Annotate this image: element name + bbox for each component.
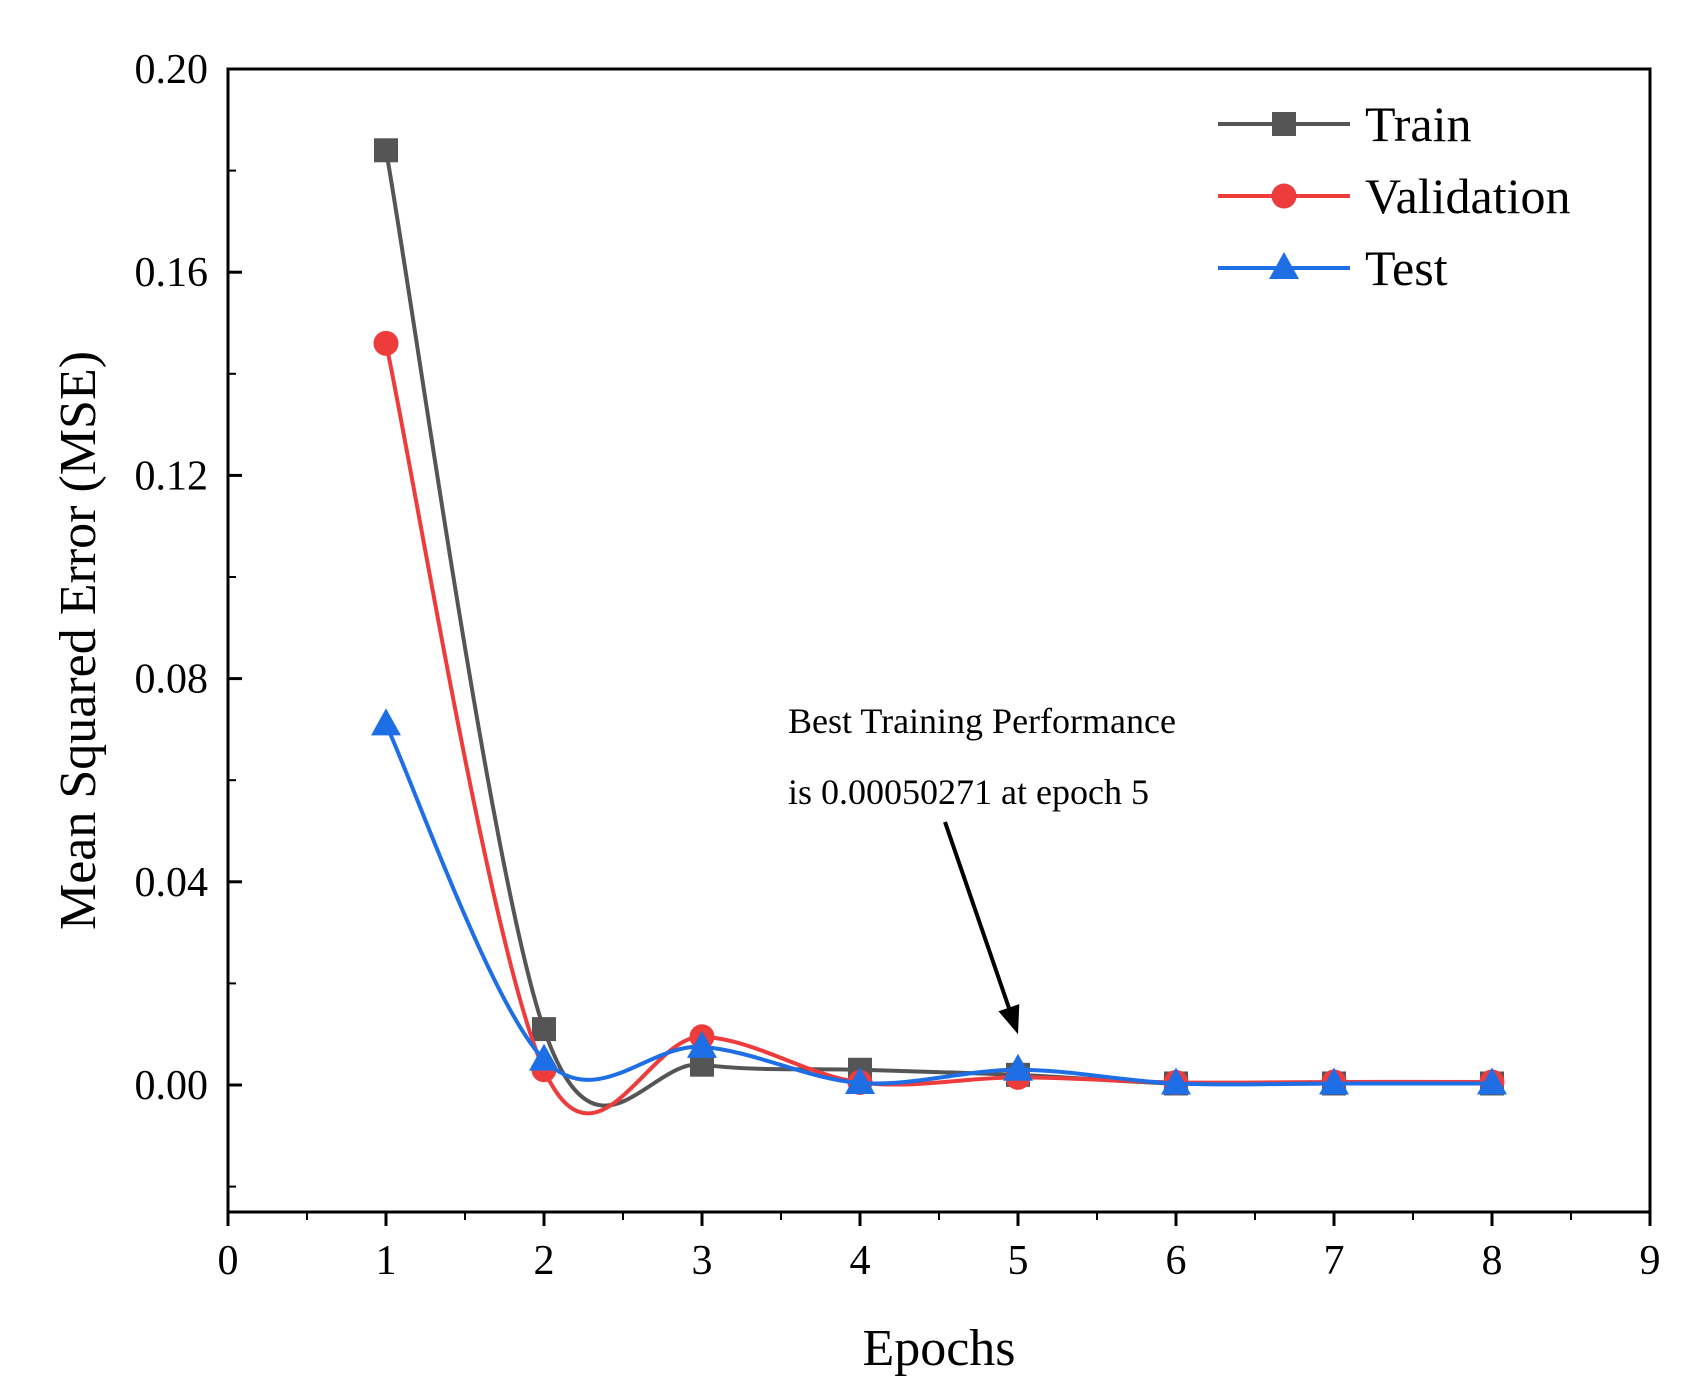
legend-validation-label: Validation bbox=[1365, 168, 1571, 224]
test-point bbox=[1477, 1067, 1507, 1095]
series-train bbox=[374, 138, 1504, 1108]
x-tick-label: 6 bbox=[1166, 1238, 1187, 1284]
test-point bbox=[1003, 1053, 1033, 1081]
x-tick-label: 1 bbox=[376, 1238, 397, 1284]
annotation: Best Training Performance is 0.00050271 … bbox=[788, 701, 1176, 1035]
x-tick-label: 2 bbox=[534, 1238, 555, 1284]
x-tick-label: 3 bbox=[692, 1238, 713, 1284]
plot-frame bbox=[226, 67, 1652, 1214]
test-point bbox=[1161, 1067, 1191, 1095]
test-line bbox=[384, 723, 1492, 1087]
legend-test-marker bbox=[1269, 252, 1299, 279]
legend-validation-marker bbox=[1271, 183, 1297, 209]
train-line bbox=[384, 149, 1492, 1108]
test-point bbox=[687, 1030, 717, 1058]
legend-train-marker bbox=[1272, 112, 1296, 136]
train-point bbox=[374, 138, 398, 163]
x-tick-label: 8 bbox=[1482, 1238, 1503, 1284]
y-tick-label: 0.00 bbox=[135, 1063, 209, 1109]
x-tick-label: 7 bbox=[1324, 1238, 1345, 1284]
test-point bbox=[529, 1043, 559, 1071]
x-tick-label: 4 bbox=[850, 1238, 871, 1284]
y-tick-label: 0.20 bbox=[135, 47, 209, 93]
y-axis-title: Mean Squared Error (MSE) bbox=[50, 351, 107, 930]
test-point bbox=[1319, 1067, 1349, 1095]
legend-test-label: Test bbox=[1365, 240, 1448, 296]
legend-train-label: Train bbox=[1365, 96, 1472, 152]
annotation-line-1: Best Training Performance bbox=[788, 701, 1176, 741]
annotation-arrowhead bbox=[998, 1004, 1020, 1035]
annotation-arrow bbox=[943, 821, 1011, 1009]
x-tick-label: 5 bbox=[1008, 1238, 1029, 1284]
annotation-line-2: is 0.00050271 at epoch 5 bbox=[788, 772, 1149, 812]
y-tick-label: 0.04 bbox=[135, 860, 209, 906]
y-tick-label: 0.08 bbox=[135, 657, 209, 703]
x-axis-title: Epochs bbox=[862, 1320, 1015, 1377]
y-tick-label: 0.16 bbox=[135, 250, 209, 296]
x-tick-label: 0 bbox=[218, 1238, 239, 1284]
validation-point bbox=[373, 330, 399, 356]
test-point bbox=[845, 1066, 875, 1094]
x-tick-label: 9 bbox=[1640, 1238, 1661, 1284]
series-layer bbox=[371, 138, 1507, 1116]
y-tick-label: 0.12 bbox=[135, 453, 209, 499]
train-point bbox=[532, 1017, 556, 1042]
test-point bbox=[371, 708, 401, 736]
legend: Train Validation Test bbox=[1218, 96, 1571, 296]
tick-labels: 0 1 2 3 4 5 6 7 8 9 0.00 0.04 0.08 0.12 0.16 0.20 bbox=[135, 47, 1661, 1284]
series-test bbox=[371, 708, 1507, 1095]
